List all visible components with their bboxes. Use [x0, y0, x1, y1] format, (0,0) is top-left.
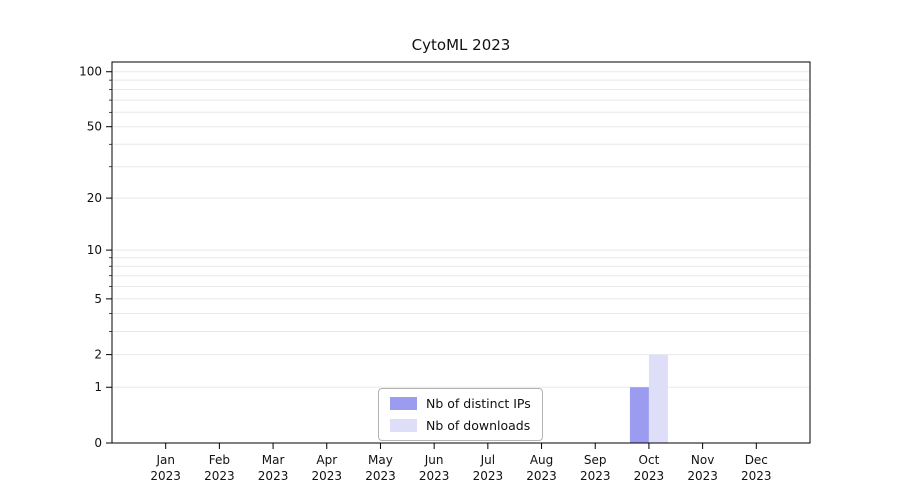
x-tick-label-year: 2023: [526, 469, 557, 483]
y-tick-label: 50: [87, 120, 102, 134]
x-tick-label-month: Jan: [155, 453, 175, 467]
x-tick-label-month: May: [368, 453, 393, 467]
chart-title: CytoML 2023: [411, 36, 511, 54]
x-tick-label-year: 2023: [204, 469, 235, 483]
legend-swatch-downloads: [390, 419, 417, 432]
legend-swatch-distinct-ips: [390, 397, 417, 410]
legend-label-downloads: Nb of downloads: [426, 418, 531, 433]
x-tick-label-month: Dec: [745, 453, 768, 467]
x-tick-label-year: 2023: [634, 469, 665, 483]
x-tick-label-year: 2023: [258, 469, 289, 483]
x-tick-label-month: Nov: [691, 453, 714, 467]
x-tick-label-year: 2023: [580, 469, 611, 483]
x-tick-label-year: 2023: [419, 469, 450, 483]
x-tick-label-month: Mar: [262, 453, 285, 467]
y-tick-label: 100: [79, 65, 102, 79]
x-tick-label-month: Aug: [530, 453, 553, 467]
x-tick-label-month: Jun: [424, 453, 444, 467]
y-tick-label: 20: [87, 191, 102, 205]
x-tick-label-year: 2023: [741, 469, 772, 483]
y-tick-label: 0: [94, 436, 102, 450]
bar-downloads: [648, 354, 668, 443]
legend: Nb of distinct IPs Nb of downloads: [378, 388, 543, 441]
legend-item: Nb of distinct IPs: [390, 396, 531, 411]
x-tick-label-year: 2023: [365, 469, 396, 483]
y-tick-label: 5: [94, 292, 102, 306]
legend-item: Nb of downloads: [390, 418, 531, 433]
x-tick-label-year: 2023: [311, 469, 342, 483]
x-tick-label-year: 2023: [687, 469, 718, 483]
x-tick-label-month: Sep: [584, 453, 607, 467]
x-tick-label-month: Oct: [639, 453, 660, 467]
plot-border: [111, 61, 811, 444]
y-tick-label: 2: [94, 348, 102, 362]
x-tick-label-month: Apr: [316, 453, 337, 467]
x-tick-label-year: 2023: [473, 469, 504, 483]
y-tick-label: 1: [94, 380, 102, 394]
bar-distinct-ips: [629, 387, 649, 443]
x-tick-label-year: 2023: [150, 469, 181, 483]
x-tick-label-month: Feb: [209, 453, 230, 467]
y-tick-label: 10: [87, 243, 102, 257]
x-tick-label-month: Jul: [480, 453, 495, 467]
legend-label-distinct-ips: Nb of distinct IPs: [426, 396, 531, 411]
